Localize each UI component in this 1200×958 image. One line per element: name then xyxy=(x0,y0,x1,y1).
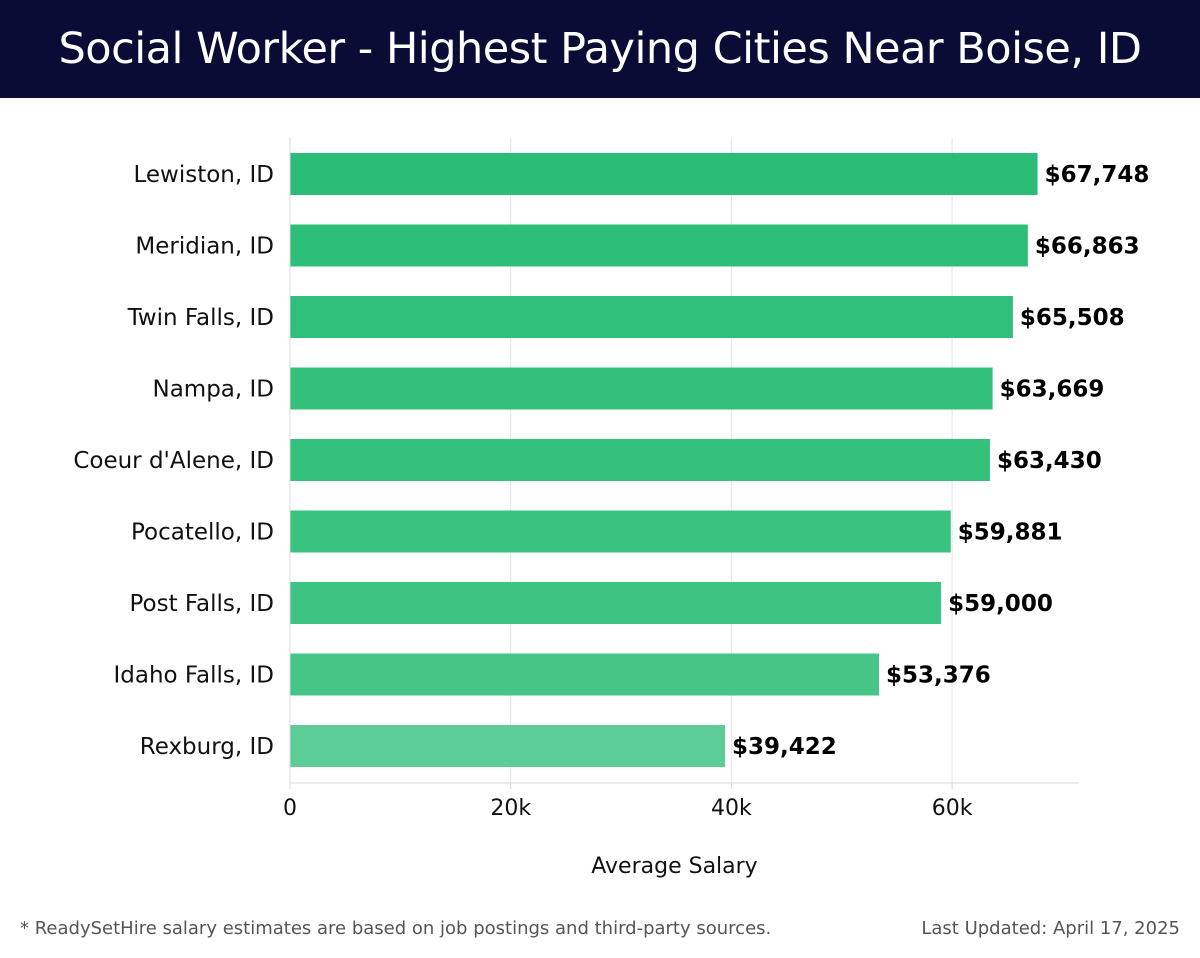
x-tick-label: 0 xyxy=(283,796,297,821)
x-tick-label: 60k xyxy=(932,796,973,821)
category-label: Nampa, ID xyxy=(152,377,274,403)
bar xyxy=(290,224,1028,267)
x-tick-label: 20k xyxy=(490,796,531,821)
last-updated: Last Updated: April 17, 2025 xyxy=(921,918,1180,939)
chart-header: Social Worker - Highest Paying Cities Ne… xyxy=(0,0,1200,98)
data-label: $59,881 xyxy=(958,520,1063,546)
category-label: Twin Falls, ID xyxy=(127,305,274,331)
data-label: $67,748 xyxy=(1045,162,1150,188)
data-label: $59,000 xyxy=(948,591,1053,617)
bar xyxy=(290,582,942,624)
bars xyxy=(290,153,1038,767)
bar xyxy=(290,510,951,553)
data-label: $53,376 xyxy=(886,663,991,689)
bar xyxy=(290,725,726,767)
bar-chart: 0 20k 40k 60k Average Salary Lewiston, ID $67… xyxy=(73,138,1149,879)
x-axis-title: Average Salary xyxy=(591,854,757,879)
bar xyxy=(290,367,993,410)
labels: Lewiston, ID $67,748 Meridian, ID $66,863 Tw… xyxy=(73,162,1149,760)
category-label: Meridian, ID xyxy=(135,234,274,260)
bar xyxy=(290,296,1013,338)
category-label: Lewiston, ID xyxy=(133,162,274,188)
category-label: Post Falls, ID xyxy=(129,591,274,617)
category-label: Pocatello, ID xyxy=(131,520,274,546)
axes: 0 20k 40k 60k Average Salary xyxy=(283,138,1079,879)
bar xyxy=(290,439,990,481)
category-label: Idaho Falls, ID xyxy=(113,663,274,689)
footer-note: * ReadySetHire salary estimates are base… xyxy=(20,918,772,939)
data-label: $63,669 xyxy=(1000,377,1105,403)
data-label: $63,430 xyxy=(997,448,1102,474)
chart-title: Social Worker - Highest Paying Cities Ne… xyxy=(58,24,1142,74)
data-label: $65,508 xyxy=(1020,305,1125,331)
data-label: $66,863 xyxy=(1035,234,1140,260)
data-label: $39,422 xyxy=(732,734,837,760)
bar xyxy=(290,153,1038,195)
category-label: Coeur d'Alene, ID xyxy=(73,448,274,474)
x-tick-label: 40k xyxy=(711,796,752,821)
category-label: Rexburg, ID xyxy=(140,734,274,760)
chart-area: 0 20k 40k 60k Average Salary Lewiston, ID $67… xyxy=(0,98,1200,898)
bar xyxy=(290,653,880,696)
